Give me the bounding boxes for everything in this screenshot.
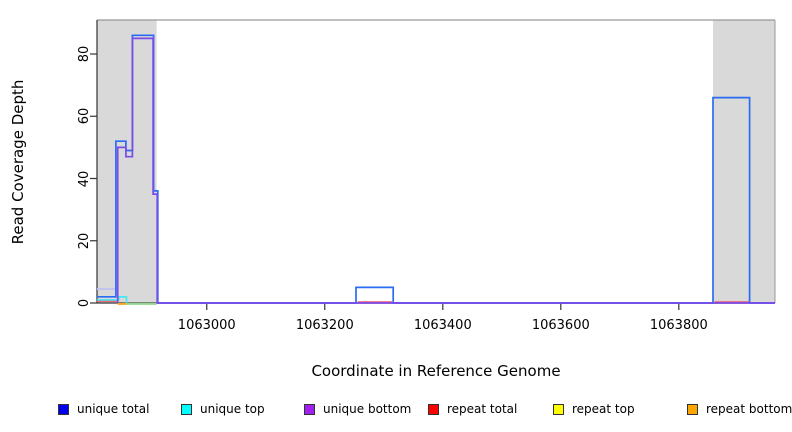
legend-swatch-icon [553,403,564,415]
left-repeat-region [97,20,157,303]
legend-swatch-icon [58,403,69,415]
legend-item-repeat-top: repeat top [553,402,635,416]
legend-swatch-icon [428,403,439,415]
legend-swatch-icon [181,403,192,415]
y-tick-label: 20 [77,232,92,250]
y-axis-title: Read Coverage Depth [9,79,27,245]
x-tick-label: 1063400 [413,318,472,333]
legend-label: unique total [77,402,150,416]
x-tick-label: 1063800 [649,318,708,333]
legend-item-unique-total: unique total [58,402,149,416]
legend-swatch-icon [304,403,315,415]
legend-item-repeat-total: repeat total [428,402,517,416]
series-unique-top [97,295,128,303]
legend-label: repeat top [572,402,635,416]
x-tick-label: 1063000 [177,318,236,333]
legend-swatch-icon [687,403,698,415]
y-tick-label: 60 [77,107,92,125]
legend-label: repeat total [447,402,518,416]
y-tick-label: 40 [77,170,92,187]
legend-item-unique-top: unique top [181,402,265,416]
x-tick-label: 1063600 [531,318,590,333]
legend-label: repeat bottom [706,402,792,416]
legend-item-unique-bottom: unique bottom [304,402,411,416]
legend-item-repeat-bottom: repeat bottom [687,402,792,416]
legend-label: unique top [200,402,265,416]
series-unique-total [97,34,775,304]
legend-label: unique bottom [323,402,412,416]
x-axis-title: Coordinate in Reference Genome [311,362,561,380]
x-tick-label: 1063200 [295,318,354,333]
y-tick-label: 0 [77,298,92,308]
series-unique-bottom [116,37,775,304]
y-tick-label: 80 [77,45,92,63]
right-repeat-region [713,20,775,303]
